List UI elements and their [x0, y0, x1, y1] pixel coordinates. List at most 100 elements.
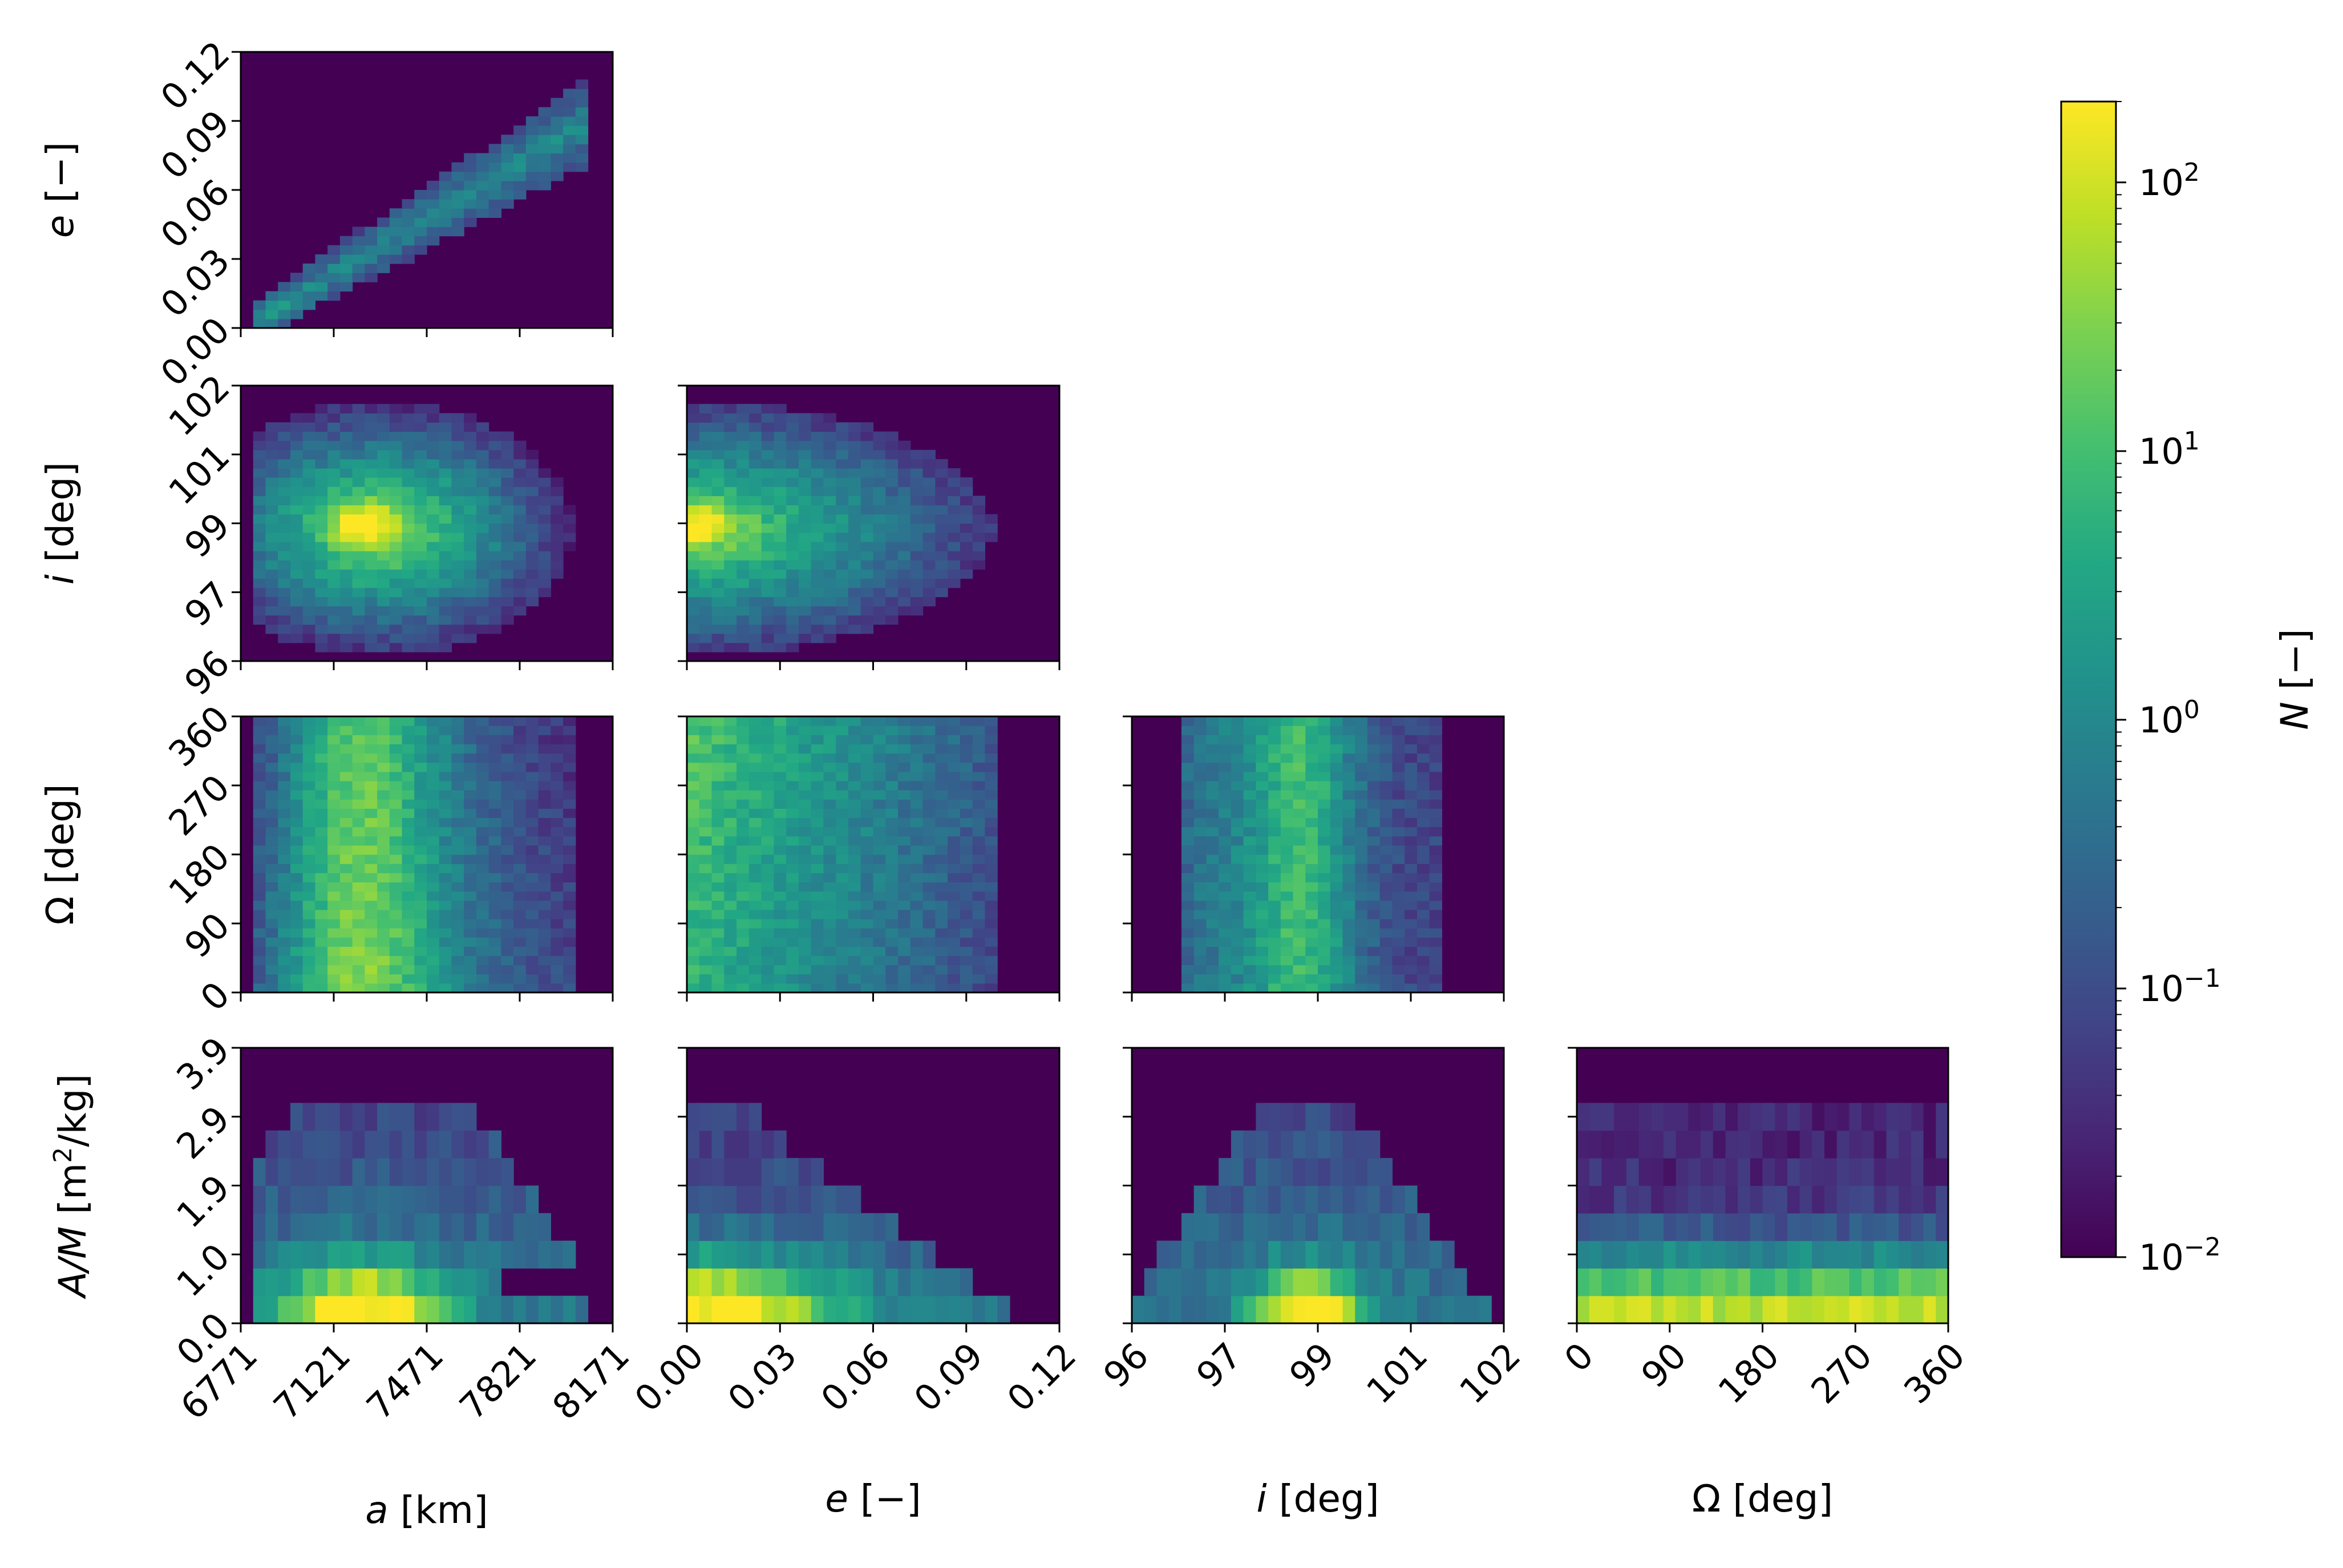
- heatmap-cell: [1862, 1295, 1875, 1324]
- heatmap-cell: [898, 541, 911, 552]
- heatmap-cell: [748, 1268, 762, 1296]
- heatmap-cell: [1181, 854, 1195, 864]
- heatmap-cell: [724, 826, 737, 837]
- heatmap-cell: [1417, 762, 1430, 772]
- heatmap-cell: [761, 726, 774, 735]
- heatmap-cell: [922, 771, 936, 781]
- heatmap-cell: [427, 487, 440, 496]
- heatmap-cell: [501, 826, 514, 837]
- heatmap-cell: [451, 909, 464, 919]
- heatmap-cell: [476, 550, 489, 561]
- heatmap-cell: [302, 505, 315, 514]
- heatmap-cell: [402, 633, 415, 643]
- heatmap-cell: [538, 974, 551, 984]
- heatmap-cell: [327, 955, 341, 966]
- heatmap-cell: [476, 918, 489, 929]
- heatmap-cell: [761, 891, 774, 901]
- heatmap-cell: [439, 449, 452, 460]
- heatmap-cell: [365, 716, 378, 726]
- heatmap-cell: [1219, 937, 1232, 947]
- heatmap-cell: [501, 753, 514, 763]
- heatmap-cell: [389, 928, 403, 938]
- heatmap-cell: [724, 808, 737, 819]
- heatmap-cell: [687, 642, 700, 653]
- heatmap-cell: [687, 505, 700, 514]
- heatmap-cell: [278, 771, 291, 781]
- heatmap-cell: [513, 808, 527, 819]
- heatmap-cell: [414, 882, 427, 892]
- heatmap-cell: [488, 1295, 501, 1324]
- heatmap-cell: [1193, 753, 1207, 763]
- heatmap-cell: [1429, 753, 1442, 763]
- heatmap-cell: [898, 762, 911, 772]
- heatmap-cell: [1280, 744, 1294, 754]
- heatmap-cell: [253, 983, 266, 993]
- heatmap-cell: [513, 900, 527, 910]
- heatmap-cell: [315, 273, 328, 282]
- heatmap-cell: [748, 928, 762, 938]
- heatmap-cell: [1243, 790, 1256, 800]
- heatmap-cell: [278, 955, 291, 966]
- heatmap-cell: [948, 983, 961, 993]
- heatmap-cell: [1206, 1213, 1219, 1241]
- heatmap-cell: [711, 780, 725, 791]
- heatmap-cell: [1206, 808, 1219, 819]
- heatmap-cell: [1132, 1295, 1145, 1324]
- heatmap-cell: [761, 965, 774, 975]
- heatmap-cell: [1923, 1295, 1936, 1324]
- heatmap-cell: [377, 642, 390, 653]
- heatmap-cell: [1280, 955, 1294, 966]
- heatmap-cell: [786, 440, 799, 451]
- heatmap-cell: [948, 918, 961, 929]
- heatmap-cell: [823, 523, 836, 533]
- x-tick-label: 7121: [265, 1335, 358, 1428]
- heatmap-cell: [972, 974, 985, 984]
- heatmap-cell: [1626, 1295, 1640, 1324]
- heatmap-cell: [836, 726, 849, 735]
- heatmap-cell: [1280, 771, 1294, 781]
- heatmap-cell: [402, 918, 415, 929]
- heatmap-cell: [439, 180, 452, 191]
- x-tick-label: 96: [1095, 1335, 1156, 1396]
- heatmap-cell: [935, 817, 948, 828]
- heatmap-cell: [1417, 1268, 1430, 1296]
- heatmap-cell: [960, 550, 973, 561]
- heatmap-cell: [774, 1185, 787, 1214]
- heatmap-cell: [1219, 955, 1232, 966]
- heatmap-cell: [352, 459, 365, 469]
- heatmap-cell: [302, 918, 315, 929]
- heatmap-cell: [1824, 1158, 1838, 1186]
- heatmap-cell: [1367, 836, 1381, 846]
- x-tick-label: 270: [1803, 1335, 1880, 1412]
- heatmap-cell: [414, 762, 427, 772]
- heatmap-cell: [935, 468, 948, 478]
- heatmap-cell: [414, 236, 427, 246]
- heatmap-cell: [339, 983, 353, 993]
- heatmap-cell: [302, 1158, 315, 1186]
- heatmap-cell: [823, 799, 836, 809]
- heatmap-cell: [1379, 864, 1393, 873]
- heatmap-cell: [389, 937, 403, 947]
- heatmap-cell: [1243, 771, 1256, 781]
- heatmap-cell: [1206, 1241, 1219, 1269]
- heatmap-cell: [1181, 937, 1195, 947]
- heatmap-cell: [265, 541, 278, 552]
- heatmap-cell: [302, 496, 315, 505]
- heatmap-cell: [538, 153, 551, 163]
- heatmap-cell: [501, 171, 514, 181]
- heatmap-cell: [1355, 891, 1368, 901]
- heatmap-cell: [427, 965, 440, 975]
- heatmap-cell: [476, 449, 489, 460]
- heatmap-cell: [1405, 1295, 1418, 1324]
- heatmap-cell: [253, 836, 266, 846]
- heatmap-cell: [302, 735, 315, 744]
- heatmap-cell: [1181, 1295, 1195, 1324]
- heatmap-cell: [774, 606, 787, 616]
- heatmap-cell: [352, 569, 365, 579]
- heatmap-cell: [935, 588, 948, 597]
- heatmap-cell: [1429, 918, 1442, 929]
- heatmap-cell: [823, 864, 836, 873]
- heatmap-cell: [748, 578, 762, 588]
- heatmap-cell: [538, 882, 551, 892]
- heatmap-cell: [836, 449, 849, 460]
